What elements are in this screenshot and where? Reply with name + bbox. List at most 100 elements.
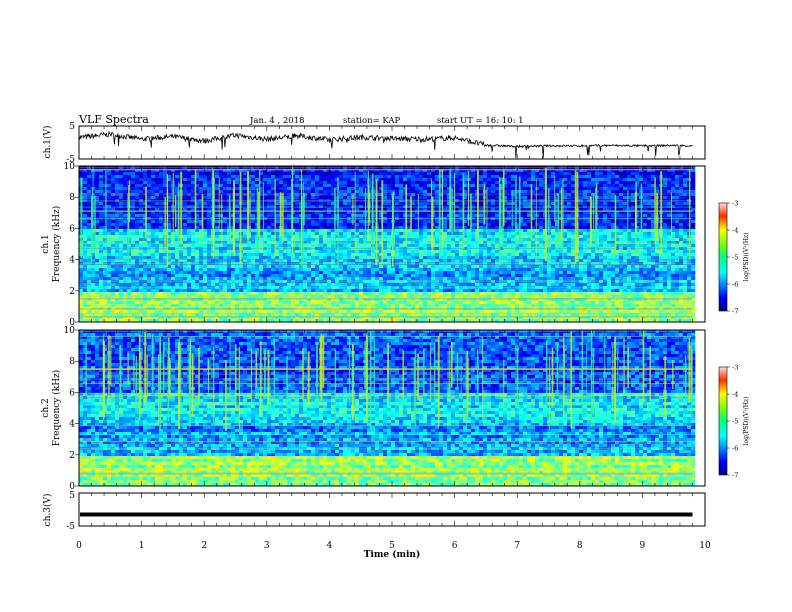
spectrogram-cell: [343, 214, 347, 217]
spectrogram-cell: [339, 205, 343, 208]
spectrogram-cell: [363, 172, 367, 175]
spectrogram-cell: [487, 244, 491, 247]
spectrogram-cell: [487, 226, 491, 229]
spectrogram-cell: [135, 181, 139, 184]
spectrogram-cell: [135, 244, 139, 247]
spectrogram-cell: [419, 256, 423, 259]
spectrogram-cell: [243, 244, 247, 247]
spectrogram-cell: [79, 172, 83, 175]
spectrogram-cell: [511, 175, 515, 178]
spectrogram-cell: [571, 256, 575, 259]
spectrogram-cell: [339, 226, 343, 229]
spectrogram-cell: [479, 196, 483, 199]
spectrogram-cell: [455, 220, 459, 223]
spectrogram-cell: [151, 187, 155, 190]
spectrogram-cell: [343, 196, 347, 199]
spectrogram-cell: [203, 250, 207, 253]
spectrogram-cell: [591, 250, 595, 253]
spectrogram-cell: [491, 205, 495, 208]
spectrogram-cell: [487, 250, 491, 253]
spectrogram-cell: [251, 226, 255, 229]
spectrogram-cell: [139, 244, 143, 247]
spectrogram-cell: [419, 205, 423, 208]
spectrogram-cell: [111, 238, 115, 241]
spectrogram-cell: [399, 226, 403, 229]
spectrogram-cell: [667, 178, 671, 181]
spectrogram-cell: [667, 190, 671, 193]
spectrogram-cell: [667, 205, 671, 208]
spectrogram-cell: [371, 253, 375, 256]
spectrogram-cell: [315, 223, 319, 226]
spectrogram-cell: [399, 232, 403, 235]
spectrogram-cell: [339, 241, 343, 244]
spectrogram-cell: [499, 172, 503, 175]
spectrogram-cell: [311, 172, 315, 175]
spectrogram-cell: [475, 241, 479, 244]
spectrogram-cell: [427, 181, 431, 184]
spectrogram-cell: [359, 226, 363, 229]
spectrogram-cell: [143, 244, 147, 247]
spectrogram-cell: [643, 205, 647, 208]
spectrogram-cell: [359, 202, 363, 205]
spectrogram-cell: [319, 235, 323, 238]
spectrogram-cell: [215, 244, 219, 247]
spectrogram-cell: [583, 202, 587, 205]
spectrogram-cell: [411, 175, 415, 178]
spectrogram-cell: [675, 187, 679, 190]
spectrogram-cell: [371, 259, 375, 262]
spectrogram-cell: [343, 193, 347, 196]
spectrogram-cell: [223, 232, 227, 235]
spectrogram-cell: [671, 175, 675, 178]
spectrogram-cell: [387, 226, 391, 229]
spectrogram-cell: [151, 235, 155, 238]
spectrogram-cell: [115, 178, 119, 181]
spectrogram-cell: [307, 232, 311, 235]
spectrogram-cell: [583, 253, 587, 256]
spectrogram-cell: [511, 226, 515, 229]
spectrogram-cell: [323, 250, 327, 253]
spectrogram-cell: [407, 250, 411, 253]
spectrogram-cell: [507, 214, 511, 217]
spectrogram-cell: [363, 244, 367, 247]
spectrogram-cell: [115, 256, 119, 259]
spectrogram-cell: [103, 202, 107, 205]
spectrogram-cell: [343, 178, 347, 181]
spectrogram-cell: [287, 190, 291, 193]
spectrogram-cell: [587, 253, 591, 256]
spectrogram-cell: [427, 205, 431, 208]
spectrogram-cell: [103, 223, 107, 226]
spectrogram-cell: [523, 223, 527, 226]
spectrogram-cell: [339, 202, 343, 205]
spectrogram-cell: [159, 214, 163, 217]
spectrogram-cell: [507, 220, 511, 223]
spectrogram-cell: [471, 232, 475, 235]
spectrogram-cell: [663, 235, 667, 238]
spectrogram-cell: [411, 259, 415, 262]
spectrogram-cell: [323, 193, 327, 196]
spectrogram-cell: [631, 229, 635, 232]
spectrogram-cell: [491, 223, 495, 226]
spectrogram-cell: [603, 187, 607, 190]
spectrogram-cell: [159, 250, 163, 253]
spectrogram-cell: [535, 187, 539, 190]
spectrogram-cell: [539, 184, 543, 187]
spectrogram-cell: [667, 193, 671, 196]
spectrogram-cell: [407, 259, 411, 262]
spectrogram-cell: [147, 244, 151, 247]
spectrogram-cell: [583, 172, 587, 175]
spectrogram-cell: [415, 187, 419, 190]
spectrogram-cell: [479, 226, 483, 229]
spectrogram-cell: [359, 229, 363, 232]
spectrogram-cell: [251, 241, 255, 244]
spectrogram-cell: [287, 172, 291, 175]
spectrogram-cell: [487, 241, 491, 244]
spectrogram-cell: [331, 181, 335, 184]
spectrogram-cell: [675, 214, 679, 217]
spectrogram-cell: [155, 241, 159, 244]
spectrogram-cell: [675, 253, 679, 256]
spectrogram-cell: [343, 187, 347, 190]
spectrogram-cell: [155, 187, 159, 190]
spectrogram-cell: [347, 259, 351, 262]
spectrogram-cell: [351, 187, 355, 190]
